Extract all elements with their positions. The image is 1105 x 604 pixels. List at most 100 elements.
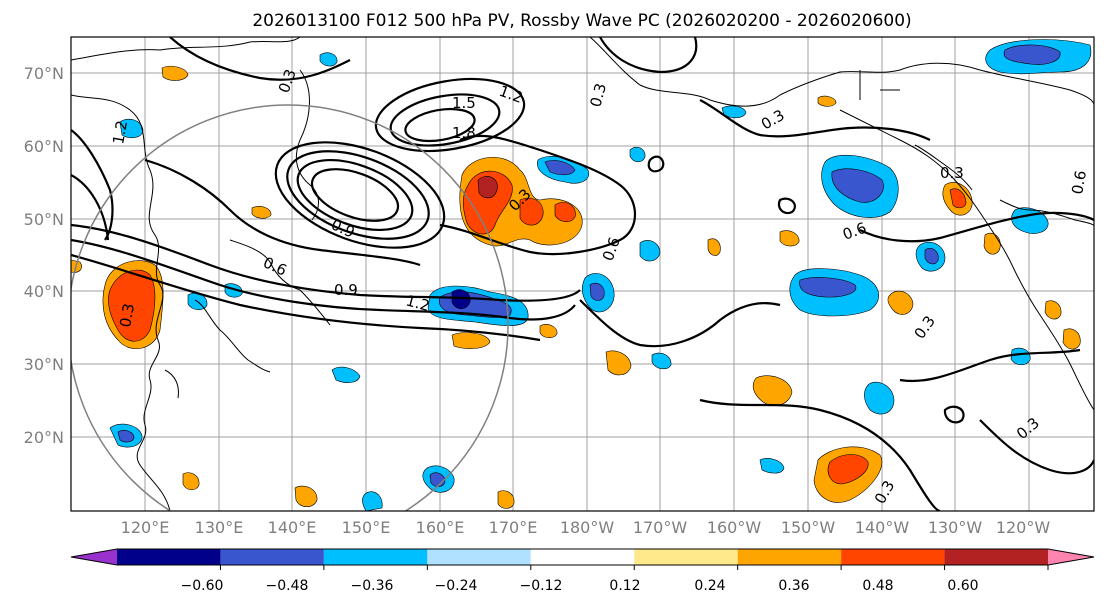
negative-anomaly	[117, 430, 135, 443]
colorbar-tick-label: −0.36	[351, 578, 394, 594]
colorbar-segment	[427, 549, 531, 565]
negative-anomaly	[319, 52, 338, 67]
lon-label: 130°E	[195, 518, 244, 537]
lon-label: 170°W	[633, 518, 688, 537]
negative-anomaly	[362, 491, 383, 511]
contour-label: 1.5	[452, 94, 476, 112]
colorbar-outline	[70, 548, 1095, 566]
positive-anomaly	[817, 95, 837, 107]
negative-anomaly	[1010, 347, 1031, 366]
positive-anomaly	[707, 238, 721, 256]
colorbar-segment	[323, 549, 428, 565]
lon-label: 180°W	[560, 518, 615, 537]
colorbar-tick-label: −0.12	[520, 578, 563, 594]
lat-label: 70°N	[24, 64, 64, 83]
negative-anomaly	[721, 105, 747, 119]
lon-label: 140°W	[855, 518, 910, 537]
negative-anomaly	[799, 277, 857, 298]
negative-anomaly	[864, 381, 895, 415]
lon-label: 150°W	[781, 518, 836, 537]
lon-label: 120°E	[121, 518, 170, 537]
lon-label: 120°W	[996, 518, 1051, 537]
rossby-wave-pc-fill	[71, 39, 1092, 511]
negative-anomaly	[119, 118, 144, 139]
colorbar-tick-label: −0.60	[181, 578, 224, 594]
colorbar-tick-label: 0.60	[947, 578, 978, 594]
negative-anomaly	[589, 282, 605, 301]
negative-anomaly	[759, 458, 785, 474]
colorbar-segment	[71, 549, 117, 565]
positive-anomaly	[1062, 328, 1081, 350]
lon-label: 160°W	[707, 518, 762, 537]
positive-anomaly	[1044, 300, 1062, 320]
positive-anomaly	[497, 490, 515, 509]
lon-label: 140°E	[268, 518, 317, 537]
negative-anomaly	[331, 366, 361, 383]
negative-anomaly	[831, 168, 884, 203]
negative-anomaly	[544, 160, 576, 176]
positive-anomaly	[182, 472, 200, 491]
colorbar-tick-label: 0.48	[862, 578, 893, 594]
negative-anomaly	[451, 289, 471, 310]
positive-anomaly	[294, 485, 318, 508]
colorbar-tick-labels: −0.60 −0.48 −0.36 −0.24 −0.12 0.12 0.24 …	[181, 578, 979, 594]
negative-anomaly	[1003, 44, 1061, 65]
colorbar-tick-label: 0.12	[609, 578, 640, 594]
contour-label: 0.3	[940, 164, 964, 182]
lat-label: 50°N	[24, 210, 64, 229]
longitude-labels: 120°E 130°E 140°E 150°E 160°E 170°E 180°…	[121, 518, 1051, 537]
contour-label: 1.2	[404, 291, 432, 315]
negative-anomaly	[629, 146, 646, 163]
contour-label: 0.3	[116, 302, 138, 329]
colorbar-segment	[944, 549, 1048, 565]
colorbar-segment	[634, 549, 738, 565]
colorbar-segment	[1048, 549, 1094, 565]
positive-anomaly	[605, 350, 632, 376]
lon-label: 130°W	[928, 518, 983, 537]
gridlines	[71, 37, 1094, 511]
lon-label: 150°E	[342, 518, 391, 537]
positive-anomaly	[779, 230, 800, 247]
positive-anomaly	[251, 206, 272, 219]
lat-label: 40°N	[24, 282, 64, 301]
positive-anomaly	[161, 65, 189, 81]
lat-label: 60°N	[24, 137, 64, 156]
positive-anomaly	[887, 290, 914, 315]
colorbar-tick-label: −0.48	[266, 578, 309, 594]
colorbar-tick-label: 0.24	[694, 578, 725, 594]
negative-anomaly	[651, 352, 672, 370]
pv-contours	[71, 37, 1094, 511]
colorbar-segment	[220, 549, 324, 565]
positive-anomaly	[827, 454, 869, 485]
lon-label: 160°E	[416, 518, 465, 537]
colorbar-segment	[737, 549, 842, 565]
latitude-labels: 70°N 60°N 50°N 40°N 30°N 20°N	[24, 64, 64, 447]
contour-label: 1.8	[452, 124, 476, 142]
colorbar	[70, 548, 1095, 570]
colorbar-tick-label: 0.36	[778, 578, 809, 594]
colorbar-segment	[117, 549, 221, 565]
wave-packet-circle	[71, 104, 509, 511]
contour-label: 1.2	[109, 119, 131, 146]
lat-label: 30°N	[24, 355, 64, 374]
positive-anomaly	[554, 202, 576, 223]
colorbar-tick-label: −0.24	[435, 578, 478, 594]
coastlines	[71, 37, 1094, 511]
positive-anomaly	[108, 269, 156, 342]
map-frame	[70, 36, 1095, 512]
contour-label: 0.3	[586, 81, 610, 109]
positive-anomaly	[519, 197, 544, 226]
positive-anomaly	[949, 188, 967, 209]
positive-anomaly	[462, 170, 513, 235]
contour-label: 0.9	[334, 281, 358, 299]
lon-label: 170°E	[489, 518, 538, 537]
map-area: 0.3 1.5 1.2 1.8 0.9 0.6 0.9 1.2 0.6 0.3 …	[71, 37, 1094, 511]
colorbar-segment	[841, 549, 945, 565]
positive-anomaly	[539, 324, 558, 338]
contour-label: 0.6	[1068, 169, 1090, 196]
figure-title: 2026013100 F012 500 hPa PV, Rossby Wave …	[252, 11, 911, 31]
negative-anomaly	[924, 248, 939, 265]
positive-anomaly	[451, 332, 491, 349]
lat-label: 20°N	[24, 428, 64, 447]
